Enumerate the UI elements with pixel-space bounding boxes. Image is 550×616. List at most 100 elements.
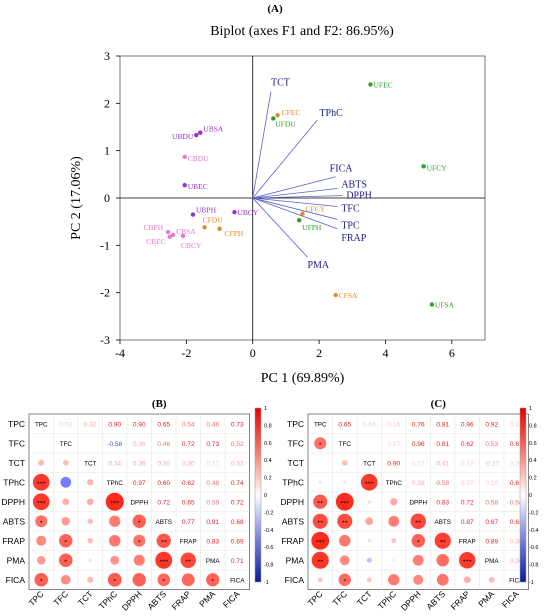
observation-label: UBEC: [188, 182, 208, 191]
correlation-value: 0.90: [387, 460, 400, 467]
colorbar: [519, 407, 527, 583]
correlation-value: 0.81: [436, 421, 449, 428]
correlation-circle: [34, 572, 49, 587]
correlation-circle: [61, 516, 71, 526]
correlation-circle: [59, 534, 73, 548]
correlation-value: 0.74: [231, 480, 244, 487]
correlation-value: 0.65: [338, 421, 351, 428]
correlation-value: 0.59: [206, 499, 219, 506]
correlation-circle: [318, 461, 322, 465]
correlation-circle: [110, 555, 120, 565]
colorbar-tick-label: 0.2: [529, 476, 537, 482]
col-label: TFC: [330, 589, 349, 608]
correlation-circle: [87, 576, 94, 583]
correlation-circle: [463, 576, 471, 584]
x-tick-label: 0: [250, 346, 256, 360]
correlation-circle: [392, 558, 396, 562]
row-label: ABTS: [3, 516, 26, 526]
correlation-circle: [338, 573, 351, 586]
colorbar-tick-label: 0: [264, 493, 267, 499]
correlation-circle: [32, 473, 50, 491]
diagonal-label: TCT: [363, 460, 375, 467]
correlation-circle: [35, 515, 48, 528]
correlation-circle: [133, 534, 146, 547]
loading-vector: [252, 176, 336, 199]
correlation-circle: [58, 553, 73, 568]
vector-label: FRAP: [341, 233, 366, 244]
correlation-value: 0.30: [157, 460, 170, 467]
significance-mark: ***: [316, 540, 325, 546]
observation-label: UBPH: [196, 206, 217, 215]
diagonal-label: DPPH: [131, 499, 149, 506]
significance-mark: ***: [340, 501, 349, 507]
correlation-value: 0.76: [412, 421, 425, 428]
significance-mark: *: [319, 442, 322, 448]
y-tick-label: 1: [104, 144, 110, 158]
significance-mark: *: [64, 559, 67, 565]
correlation-circle: [365, 517, 374, 526]
diagonal-label: PMA: [206, 558, 220, 565]
colorbar: [254, 407, 262, 583]
significance-mark: ***: [37, 501, 46, 507]
colorbar-tick-label: -0.8: [529, 563, 538, 569]
correlation-circle: [311, 551, 329, 569]
correlation-value: 0.67: [510, 441, 523, 448]
correlation-value: 0.58: [436, 480, 449, 487]
colorbar-tick-label: 0.6: [529, 441, 537, 447]
correlation-circle: [133, 554, 145, 566]
col-label: TCT: [355, 589, 374, 608]
correlation-circle: [181, 573, 195, 587]
correlation-value: 0.92: [485, 421, 498, 428]
correlation-value: 0.16: [387, 421, 400, 428]
row-label: TPhC: [282, 477, 304, 487]
significance-mark: **: [317, 501, 323, 507]
correlation-circle: [87, 479, 94, 486]
observation-point: [167, 234, 172, 240]
colorbar-tick-label: 0.2: [264, 476, 272, 482]
panel-label: (C): [431, 398, 447, 410]
correlation-circle: [411, 534, 425, 548]
diagonal-label: FICA: [230, 577, 245, 584]
correlation-circle: [458, 551, 476, 569]
correlation-value: -0.27: [484, 460, 499, 467]
colorbar-tick-label: 1: [264, 406, 267, 412]
col-label: TPhC: [376, 589, 398, 611]
vector-label: TPhC: [319, 108, 343, 119]
correlation-value: 0.72: [461, 499, 474, 506]
correlation-value: 0.17: [206, 460, 219, 467]
row-label: DPPH: [1, 497, 25, 507]
loading-vector: [252, 197, 338, 207]
correlation-value: 0.53: [485, 441, 498, 448]
correlation-circle: [488, 576, 495, 583]
row-label: TPC: [287, 419, 304, 429]
correlation-value: 0.97: [133, 480, 146, 487]
observation-point: [182, 154, 187, 160]
correlation-value: 0.69: [231, 538, 244, 545]
row-label: PMA: [286, 555, 305, 565]
observation-point: [300, 211, 305, 216]
correlation-value: 0.89: [485, 538, 498, 545]
diagonal-label: DPPH: [410, 499, 428, 506]
row-label: FRAP: [2, 536, 25, 546]
col-label: FICA: [500, 589, 521, 610]
correlation-circle: [38, 459, 45, 466]
correlation-value: 0.36: [133, 460, 146, 467]
diagonal-label: ABTS: [156, 519, 172, 526]
colorbar-tick-label: -0.2: [264, 510, 273, 516]
observation-point: [182, 183, 187, 188]
correlation-circle: [339, 555, 350, 566]
observation-label: CFDU: [203, 215, 224, 224]
observation-label: CBPH: [144, 223, 164, 232]
col-label: TPhC: [97, 589, 119, 611]
correlation-value: 0.17: [412, 460, 425, 467]
colorbar-tick-label: -0.8: [264, 563, 273, 569]
observation-label: UFDU: [275, 119, 296, 128]
diagonal-label: TPhC: [107, 480, 124, 487]
significance-mark: *: [40, 520, 43, 526]
correlation-value: 0.34: [108, 460, 121, 467]
observation-label: UFPH: [302, 223, 322, 232]
correlation-value: 0.41: [436, 460, 449, 467]
correlation-value: 0.58: [485, 499, 498, 506]
correlation-circle: [436, 554, 449, 567]
